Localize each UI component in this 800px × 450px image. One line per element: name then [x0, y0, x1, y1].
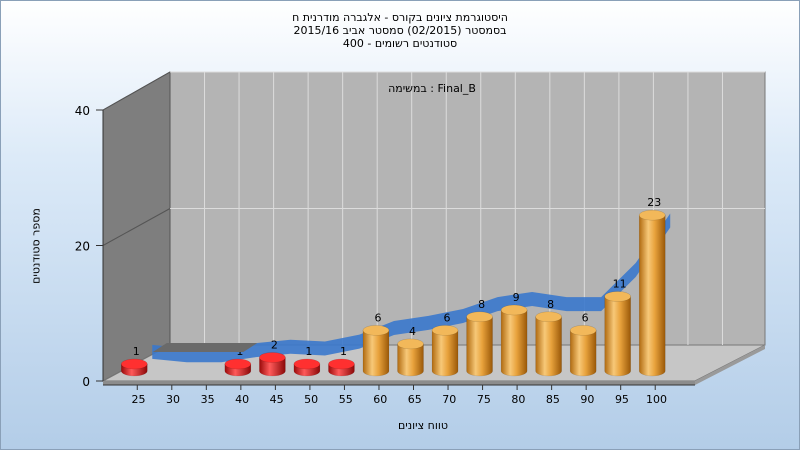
gridline-h-side	[102, 71, 171, 111]
bar-top	[431, 325, 459, 336]
data-label: 1	[305, 345, 312, 358]
bar-top	[328, 358, 355, 370]
data-label: 8	[547, 298, 554, 311]
x-tick-label: 80	[511, 393, 525, 406]
bar-body	[569, 330, 597, 377]
chart-titles: היסטוגרמת ציונים בקורס - אלגברה מודרנית …	[0, 11, 800, 50]
x-tick-label: 50	[304, 393, 318, 406]
x-tick-label: 75	[477, 393, 491, 406]
bar-body	[362, 330, 390, 377]
bar-65: 4	[397, 325, 424, 377]
chart-axes: 0 20 40 25 30 35 40 45 50 55 60 65 70 75 80 85 90 95 100	[75, 104, 695, 406]
bar-top	[466, 311, 493, 323]
x-axis-label: טווח ציונים	[398, 419, 448, 432]
bar-top	[224, 358, 252, 370]
bar-body	[397, 343, 424, 377]
x-tick-label: 95	[615, 393, 629, 406]
data-label: 6	[374, 311, 381, 324]
bar-80: 9	[500, 291, 528, 377]
data-label: 9	[513, 291, 520, 304]
bar-100: 23	[638, 196, 666, 377]
y-axis-label: מספר סטודנטים	[29, 208, 43, 284]
data-label: 1	[340, 345, 347, 358]
bar-60: 6	[362, 311, 390, 377]
chart-semester: בסמסטר (02/2015) סמסטר אביב 2015/16	[293, 24, 507, 37]
gridline-h-side	[102, 208, 171, 246]
bar-70: 6	[431, 311, 459, 377]
x-tick-label: 90	[580, 393, 594, 406]
data-label: 6	[582, 311, 589, 324]
bar-body	[259, 357, 286, 377]
bar-50: 1	[293, 345, 321, 377]
bar-top	[638, 209, 666, 221]
empty-slot	[152, 343, 258, 352]
x-tick-label: 40	[235, 393, 249, 406]
bar-85: 8	[535, 298, 562, 377]
x-tick-label: 70	[442, 393, 456, 406]
y-tick-label: 40	[75, 104, 90, 118]
y-tick-label: 20	[75, 240, 90, 254]
chart-right-edge	[695, 345, 765, 385]
chart-students: סטודנטים רשומים - 400	[342, 37, 458, 50]
data-label: 23	[647, 196, 661, 209]
x-tick-label: 100	[646, 393, 667, 406]
x-tick-label: 60	[373, 393, 387, 406]
x-tick-label: 45	[270, 393, 284, 406]
bar-top	[397, 338, 424, 350]
bar-90: 6	[569, 311, 597, 377]
chart-bars: 1121164689861123	[121, 196, 666, 377]
bar-95: 11	[604, 277, 631, 377]
bar-top	[604, 291, 631, 302]
data-label: 2	[271, 338, 278, 351]
plot-subtitle: במשימה : Final_B	[388, 82, 476, 95]
data-label: 8	[478, 298, 485, 311]
x-tick-label: 85	[546, 393, 560, 406]
bar-body	[535, 316, 562, 377]
y-tick-label: 0	[82, 375, 90, 389]
bar-top	[500, 304, 528, 316]
bar-body	[431, 330, 459, 377]
data-label: 1	[133, 345, 140, 358]
data-label: 11	[613, 277, 627, 290]
x-tick-label: 25	[132, 393, 146, 406]
x-tick-label: 55	[339, 393, 353, 406]
bar-45: 2	[259, 338, 286, 377]
bar-body	[604, 296, 631, 377]
bar-75: 8	[466, 298, 493, 377]
bar-top	[362, 325, 390, 336]
x-tick-label: 30	[166, 393, 180, 406]
x-tick-label: 35	[201, 393, 215, 406]
bar-top	[259, 352, 286, 363]
bar-top	[293, 358, 321, 370]
data-label: 6	[444, 311, 451, 324]
bar-body	[638, 214, 666, 377]
bar-top	[569, 325, 597, 336]
bar-body	[500, 309, 528, 377]
bar-55: 1	[328, 345, 355, 377]
data-label: 4	[409, 325, 416, 338]
bar-top	[121, 358, 148, 370]
bar-body	[466, 316, 493, 377]
chart-floor-front	[103, 381, 695, 385]
chart-title: היסטוגרמת ציונים בקורס - אלגברה מודרנית …	[292, 11, 508, 24]
bar-top	[535, 311, 562, 323]
bar-25: 1	[121, 345, 148, 377]
x-tick-label: 65	[408, 393, 422, 406]
